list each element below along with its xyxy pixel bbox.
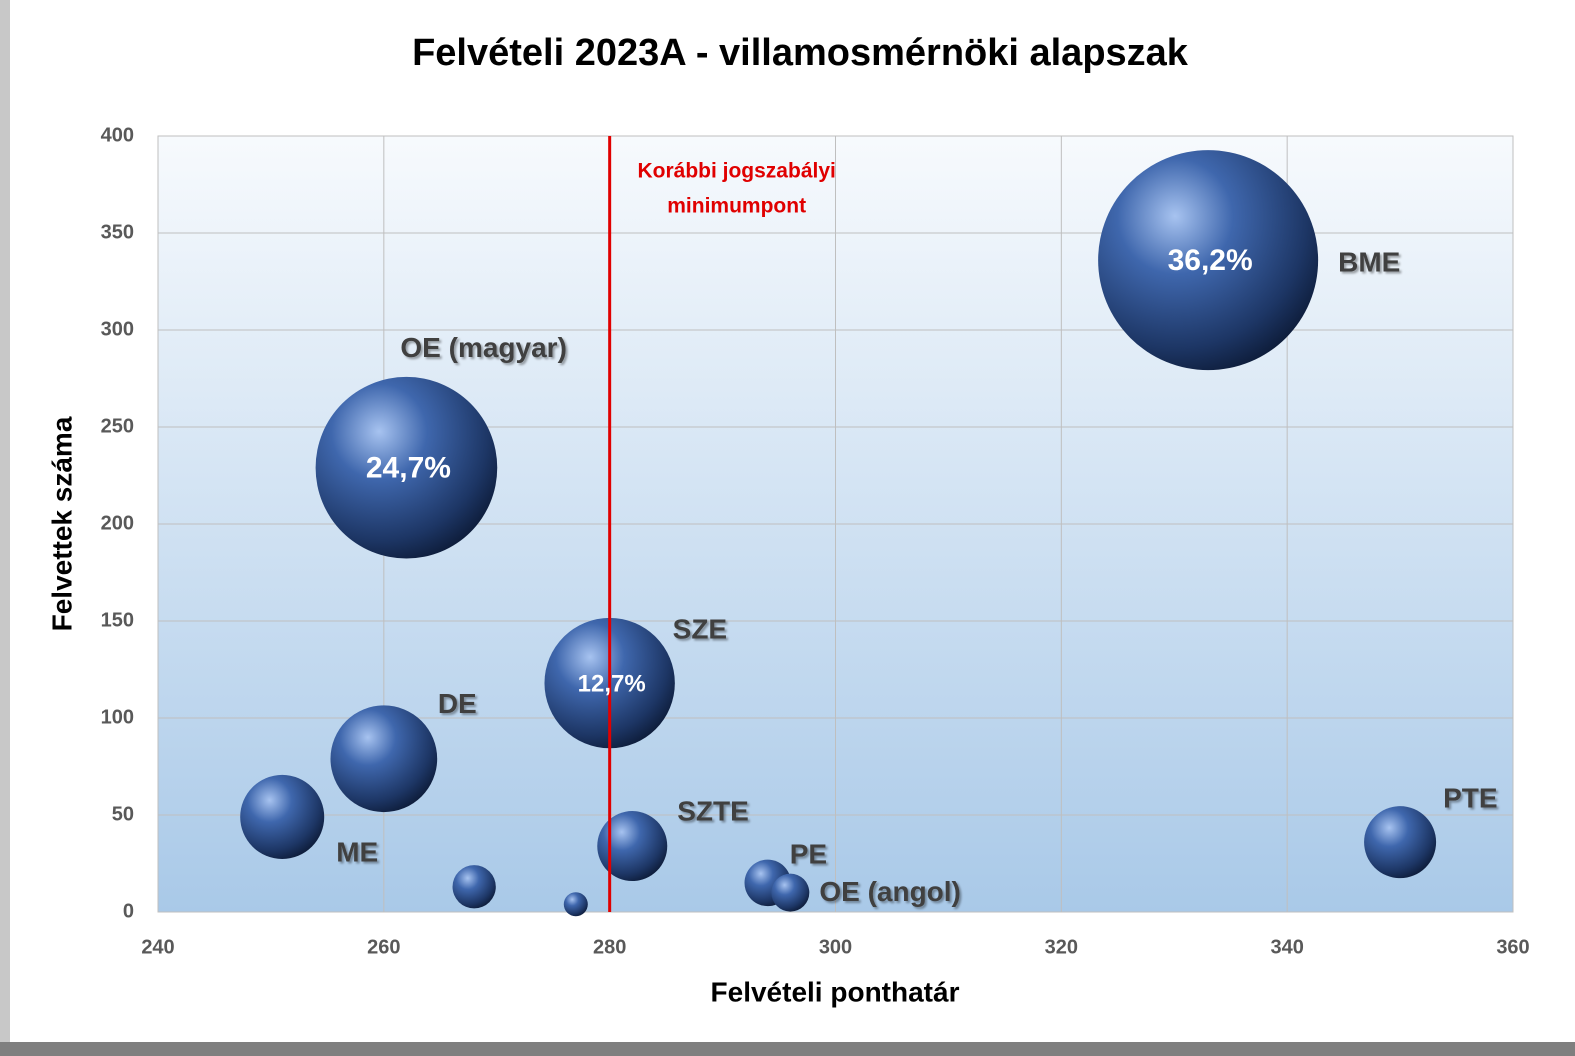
point-label: DE — [438, 688, 477, 719]
point-label: SZE — [673, 613, 727, 644]
bubble — [771, 873, 810, 912]
reference-label: minimumpont — [667, 195, 806, 218]
x-tick-label: 320 — [1045, 936, 1078, 958]
bubble-percent: 24,7% — [366, 452, 451, 485]
bubble-percent: 36,2% — [1168, 244, 1253, 277]
y-axis-title: Felvettek száma — [46, 416, 77, 631]
point-label: PE — [790, 838, 827, 869]
point-label: OE (magyar) — [400, 332, 566, 363]
frame-left — [0, 0, 10, 1056]
x-tick-label: 360 — [1496, 936, 1529, 958]
point-label: BME — [1338, 247, 1400, 278]
y-tick-label: 200 — [101, 512, 134, 534]
y-tick-label: 400 — [101, 124, 134, 146]
reference-label: Korábbi jogszabályi — [637, 160, 835, 183]
point-label: OE (angol) — [819, 876, 961, 907]
y-tick-label: 100 — [101, 706, 134, 728]
bubble — [452, 865, 496, 909]
bubble — [240, 774, 325, 859]
x-tick-label: 260 — [367, 936, 400, 958]
point-label: PTE — [1443, 783, 1497, 814]
marks: Korábbi jogszabályi minimumpont 36,2% BME 24… — [240, 136, 1498, 917]
y-tick-label: 150 — [101, 609, 134, 631]
x-axis-title: Felvételi ponthatár — [711, 976, 960, 1007]
x-tick-label: 340 — [1270, 936, 1303, 958]
x-tick-label: 280 — [593, 936, 626, 958]
bubble — [563, 892, 588, 917]
x-tick-label: 240 — [141, 936, 174, 958]
point-label: SZTE — [677, 795, 749, 826]
bubble — [315, 376, 498, 559]
bubble — [330, 705, 438, 813]
bubble — [597, 811, 668, 882]
y-tick-label: 350 — [101, 221, 134, 243]
bubble-percent: 12,7% — [578, 670, 646, 697]
bubble — [1098, 150, 1319, 371]
y-tick-label: 250 — [101, 415, 134, 437]
chart-title: Felvételi 2023A - villamosmérnöki alapsz… — [412, 32, 1189, 74]
frame-bottom — [0, 1042, 1575, 1056]
y-tick-label: 50 — [112, 803, 134, 825]
y-tick-label: 0 — [123, 900, 134, 922]
y-tick-label: 300 — [101, 318, 134, 340]
point-label: ME — [336, 836, 378, 867]
x-tick-label: 300 — [819, 936, 852, 958]
bubble — [1364, 806, 1437, 879]
